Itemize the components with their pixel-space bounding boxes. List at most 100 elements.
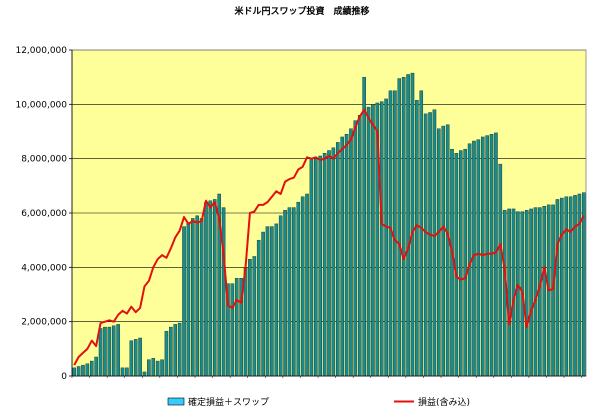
bar bbox=[533, 207, 538, 377]
bar bbox=[177, 322, 182, 377]
bar bbox=[366, 106, 371, 377]
bar bbox=[199, 218, 204, 377]
bar bbox=[278, 215, 283, 377]
bar bbox=[155, 360, 160, 377]
bar bbox=[120, 367, 125, 377]
bar bbox=[349, 128, 353, 377]
bar bbox=[305, 193, 309, 377]
y-axis-ticks: 0 2,000,000 4,000,000 6,000,000 8,000,000 10,… bbox=[15, 46, 72, 382]
bar bbox=[516, 211, 520, 377]
bar bbox=[406, 74, 410, 377]
bar bbox=[573, 195, 577, 377]
chart-title: 米ドル円スワップ投資 成績推移 bbox=[233, 5, 369, 17]
bar bbox=[485, 135, 489, 377]
bar bbox=[164, 330, 169, 377]
bar bbox=[415, 100, 419, 377]
bar bbox=[142, 371, 147, 377]
bar bbox=[384, 98, 388, 377]
bar bbox=[191, 218, 195, 377]
bar bbox=[357, 114, 362, 377]
bar bbox=[336, 142, 340, 377]
bar bbox=[186, 222, 191, 377]
bar bbox=[111, 325, 116, 377]
bar bbox=[129, 340, 134, 377]
bar bbox=[511, 208, 516, 377]
bar bbox=[322, 153, 327, 377]
bar bbox=[542, 206, 547, 377]
legend-swatch-bar bbox=[167, 397, 185, 406]
bar bbox=[287, 207, 292, 377]
bar bbox=[296, 201, 301, 377]
bar bbox=[81, 364, 85, 377]
bar bbox=[393, 90, 397, 377]
bar bbox=[568, 196, 573, 377]
bar bbox=[76, 366, 81, 377]
bar bbox=[125, 367, 129, 377]
legend-label-line: 損益(含み込) bbox=[418, 396, 470, 408]
bar bbox=[195, 215, 199, 377]
y-tick-label: 8,000,000 bbox=[21, 155, 67, 165]
bar bbox=[221, 207, 226, 377]
bar bbox=[265, 226, 270, 377]
bar bbox=[401, 76, 406, 377]
bar bbox=[138, 337, 142, 377]
line-series bbox=[73, 108, 585, 366]
bar bbox=[555, 199, 560, 377]
bar bbox=[379, 101, 384, 377]
bar bbox=[248, 258, 252, 377]
bar bbox=[252, 256, 257, 377]
y-tick-label: 12,000,000 bbox=[15, 46, 67, 56]
bar bbox=[459, 150, 463, 377]
bar bbox=[300, 196, 305, 377]
bar bbox=[494, 132, 498, 377]
axes bbox=[71, 49, 587, 378]
y-tick-label: 6,000,000 bbox=[21, 209, 67, 219]
bar bbox=[524, 210, 529, 377]
legend-label-bar: 確定損益＋スワップ bbox=[188, 396, 269, 408]
y-tick-label: 4,000,000 bbox=[21, 263, 67, 273]
bar-series bbox=[72, 72, 586, 377]
bar bbox=[173, 324, 178, 377]
bar bbox=[160, 359, 164, 377]
bar bbox=[340, 136, 344, 377]
bar bbox=[208, 200, 213, 377]
bar bbox=[564, 196, 569, 377]
bar bbox=[151, 358, 156, 377]
bar bbox=[480, 136, 485, 377]
bar bbox=[507, 208, 511, 377]
bar bbox=[410, 72, 415, 377]
bar bbox=[133, 339, 138, 377]
bar bbox=[344, 134, 349, 377]
bar bbox=[230, 283, 235, 377]
bar bbox=[437, 128, 441, 377]
y-tick-label: 2,000,000 bbox=[21, 318, 67, 328]
bar bbox=[463, 148, 467, 377]
bar bbox=[441, 125, 446, 377]
bar bbox=[432, 109, 437, 377]
bar bbox=[182, 226, 186, 377]
bar bbox=[234, 278, 239, 377]
bar bbox=[309, 158, 314, 377]
bar bbox=[371, 104, 375, 377]
bar bbox=[327, 150, 331, 377]
legend: 確定損益＋スワップ 損益(含み込) bbox=[167, 396, 470, 408]
bar bbox=[283, 210, 287, 377]
bar bbox=[529, 208, 533, 377]
bar bbox=[582, 192, 586, 377]
y-tick-label: 10,000,000 bbox=[15, 100, 67, 110]
bar bbox=[362, 76, 366, 377]
bar bbox=[353, 120, 358, 377]
bar bbox=[72, 367, 76, 377]
bar bbox=[147, 359, 151, 377]
bar bbox=[397, 78, 402, 377]
bar bbox=[428, 112, 432, 377]
bar bbox=[89, 360, 94, 377]
bar bbox=[270, 226, 274, 377]
bar bbox=[212, 199, 217, 377]
bar bbox=[169, 326, 173, 377]
bar bbox=[94, 356, 98, 377]
bar bbox=[331, 147, 336, 377]
bar bbox=[256, 239, 261, 377]
bar bbox=[314, 158, 318, 377]
